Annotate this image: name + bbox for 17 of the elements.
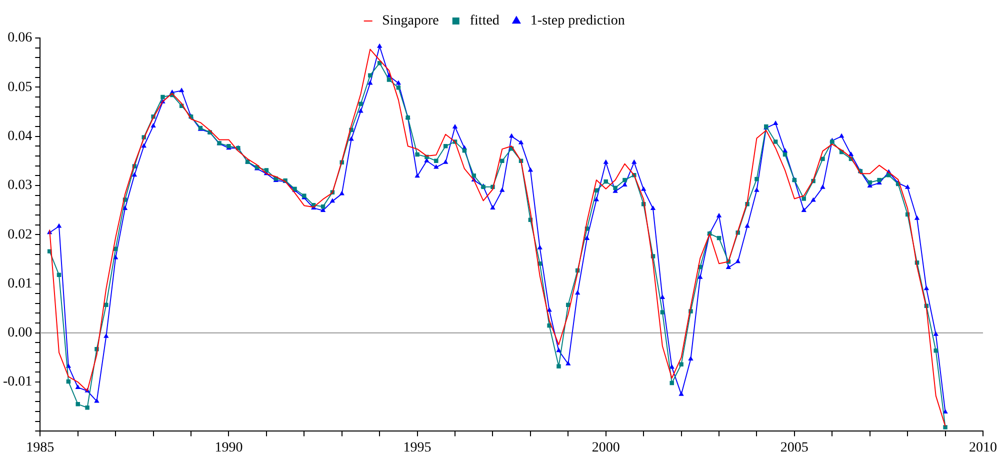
x-tick-label: 2005: [780, 440, 808, 456]
legend-label: fitted: [470, 14, 500, 29]
x-tick-label: 1985: [26, 440, 54, 456]
y-tick-label: 0.06: [8, 30, 32, 46]
y-tick-label: 0.04: [8, 128, 32, 144]
x-tick-label: 1995: [403, 440, 432, 456]
y-tick-label: 0.01: [8, 276, 32, 292]
x-tick-label: 1990: [214, 440, 243, 456]
y-tick-label: 0.05: [8, 80, 32, 95]
x-tick-label: 2010: [969, 440, 997, 456]
legend-label: 1-step prediction: [530, 14, 625, 29]
y-tick-label: 0.02: [8, 227, 32, 242]
y-tick-label: 0.03: [8, 178, 32, 194]
x-tick-label: 2000: [592, 440, 620, 456]
legend-label: Singapore: [382, 14, 439, 29]
y-tick-label: -0.01: [2, 374, 32, 390]
y-tick-label: 0.00: [8, 326, 32, 341]
